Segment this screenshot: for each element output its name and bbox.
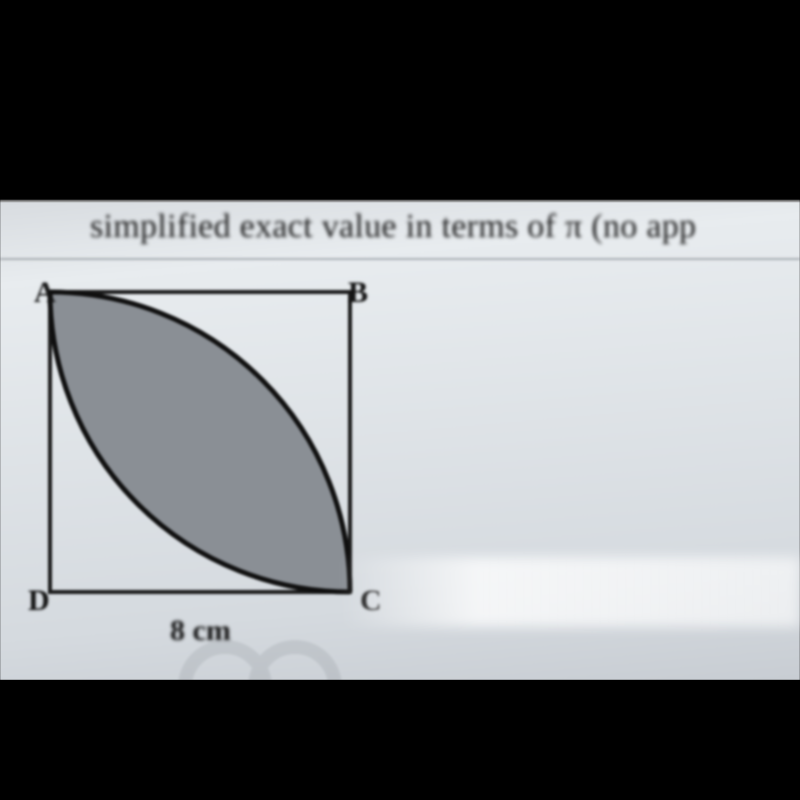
vertex-label-D: D	[28, 584, 50, 618]
content-area: simplified exact value in terms of π (no…	[0, 200, 800, 680]
geometry-diagram: A B C D 8 cm	[40, 282, 380, 627]
problem-text: simplified exact value in terms of π (no…	[90, 208, 696, 246]
black-band-bottom	[0, 680, 800, 800]
diagram-svg	[40, 282, 380, 622]
photo-glare	[340, 557, 800, 627]
vertex-label-A: A	[34, 276, 56, 310]
shaded-region	[50, 292, 350, 592]
vertex-label-B: B	[348, 276, 368, 310]
horizontal-rule	[0, 258, 800, 260]
black-band-top	[0, 0, 800, 200]
